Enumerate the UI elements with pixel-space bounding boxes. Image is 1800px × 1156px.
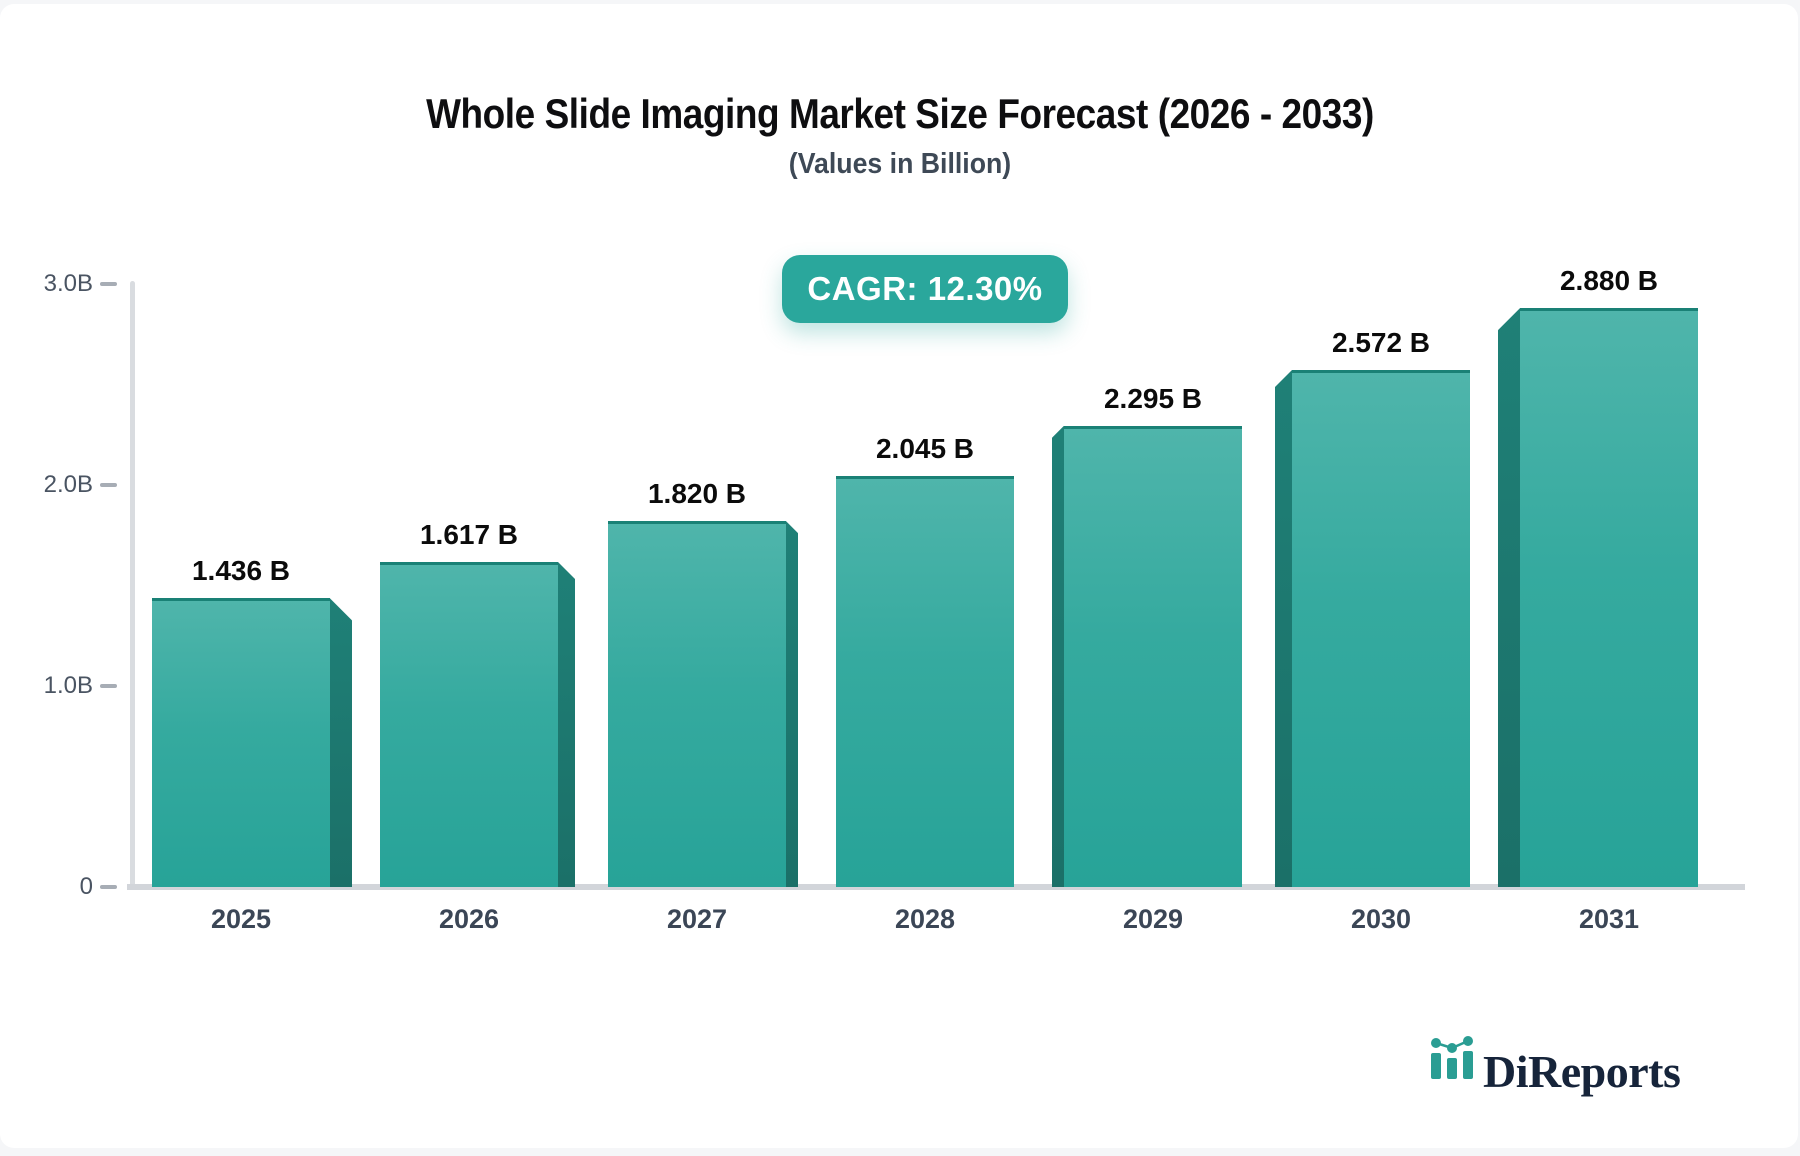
brand-logo: DiReports <box>1430 1036 1681 1097</box>
bar-side-panel <box>1275 370 1292 887</box>
y-tick-mark <box>100 885 117 889</box>
bar-face <box>836 475 1014 887</box>
y-tick-mark <box>100 483 117 487</box>
bar-side-panel <box>786 521 798 887</box>
bar-side-panel <box>558 561 575 887</box>
x-axis-label-2026: 2026 <box>438 904 500 934</box>
bar-value-label-2026: 1.617 B <box>419 518 519 550</box>
x-axis-label-2025: 2025 <box>210 904 272 934</box>
bar-side-panel <box>1498 308 1520 887</box>
mini-bar-chart-icon <box>1431 1036 1473 1079</box>
bar-2025[interactable] <box>152 598 352 887</box>
x-axis-label-2028: 2028 <box>894 904 956 934</box>
x-axis-label-2031: 2031 <box>1578 904 1640 934</box>
bar-face <box>152 598 330 887</box>
y-tick-mark <box>100 282 117 286</box>
chart-subtitle: (Values in Billion) <box>788 148 1012 180</box>
bar-face <box>1520 308 1698 887</box>
bar-side-panel <box>330 598 352 887</box>
x-axis-label-2027: 2027 <box>666 904 728 934</box>
bar-face <box>1292 370 1470 887</box>
chart-title: Whole Slide Imaging Market Size Forecast… <box>426 90 1374 137</box>
bar-value-label-2029: 2.295 B <box>1103 382 1203 414</box>
bar-2031[interactable] <box>1498 308 1698 887</box>
y-axis-line <box>130 281 135 890</box>
cagr-badge: CAGR: 12.30% <box>782 255 1068 323</box>
bar-2027[interactable] <box>608 521 798 887</box>
bar-value-label-2030: 2.572 B <box>1331 327 1431 359</box>
bar-value-label-2031: 2.880 B <box>1559 265 1659 297</box>
y-tick-label-3.0B: 3.0B <box>43 270 93 297</box>
bar-2026[interactable] <box>380 561 575 887</box>
bar-value-label-2027: 1.820 B <box>647 478 747 510</box>
x-axis-label-2029: 2029 <box>1122 904 1184 934</box>
bar-face <box>608 521 786 887</box>
bar-2030[interactable] <box>1275 370 1470 887</box>
bar-side-panel <box>1052 425 1064 887</box>
y-tick-mark <box>100 684 117 688</box>
bar-2029[interactable] <box>1052 425 1242 887</box>
bar-face <box>380 561 558 887</box>
bar-2028[interactable] <box>836 475 1014 887</box>
brand-logo-text: DiReports <box>1483 1046 1681 1097</box>
x-axis-line <box>127 884 1745 890</box>
y-tick-label-1.0B: 1.0B <box>43 672 93 699</box>
cagr-badge-label: CAGR: 12.30% <box>807 270 1043 307</box>
x-axis-label-2030: 2030 <box>1350 904 1412 934</box>
y-tick-label-0: 0 <box>79 873 93 900</box>
bar-value-label-2025: 1.436 B <box>191 555 291 587</box>
y-tick-label-2.0B: 2.0B <box>43 471 93 498</box>
bar-face <box>1064 425 1242 887</box>
bar-value-label-2028: 2.045 B <box>875 432 975 464</box>
